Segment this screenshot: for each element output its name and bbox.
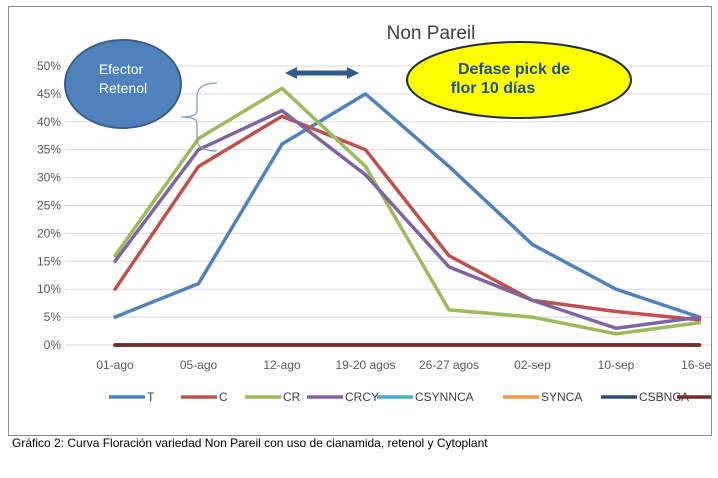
defase-label-line1: Defase pick de	[458, 61, 570, 78]
data-point	[113, 287, 117, 291]
data-point	[447, 343, 451, 347]
x-tick-label: 01-ago	[96, 358, 134, 372]
data-point	[280, 109, 284, 113]
legend-label: T	[147, 390, 155, 404]
x-tick-label: 12-ago	[263, 358, 301, 372]
y-tick-label: 40%	[37, 115, 61, 129]
y-tick-label: 30%	[37, 171, 61, 185]
data-point	[447, 265, 451, 269]
x-tick-label: 10-sep	[598, 358, 635, 372]
legend-label: CRCY	[345, 390, 379, 404]
data-point	[197, 343, 200, 347]
data-point	[531, 315, 534, 319]
data-point	[113, 254, 117, 258]
efector-label-line1: Efector	[99, 61, 144, 77]
data-point	[531, 343, 534, 347]
series-line-c	[113, 114, 702, 322]
legend-label: CSYNNCA	[415, 390, 474, 404]
legend-label: CR	[283, 390, 301, 404]
data-point	[197, 137, 200, 141]
efector-label-line2: Retenol	[99, 80, 147, 96]
data-point	[698, 321, 701, 325]
x-tick-label: 19-20 agos	[335, 358, 395, 372]
shift-arrow	[285, 67, 359, 79]
y-axis-ticks: 0% 5% 10% 15% 20% 25% 30% 35% 40% 45% 50%	[37, 59, 61, 352]
x-tick-label: 05-ago	[180, 358, 218, 372]
data-point	[364, 148, 367, 152]
y-tick-label: 20%	[37, 226, 61, 240]
efector-retenol-ellipse	[64, 39, 182, 129]
chart-frame: 0% 5% 10% 15% 20% 25% 30% 35% 40% 45% 50% 01-ago 05…	[8, 6, 712, 436]
chart-title: Non Pareil	[387, 23, 476, 44]
y-tick-label: 45%	[37, 87, 61, 101]
data-point	[698, 343, 701, 347]
data-point	[197, 164, 200, 168]
data-point	[364, 343, 367, 347]
data-point	[614, 343, 618, 347]
legend-label: C	[219, 390, 228, 404]
y-tick-label: 10%	[37, 282, 61, 296]
data-point	[698, 315, 701, 319]
y-tick-label: 25%	[37, 199, 61, 213]
data-point	[197, 148, 200, 152]
y-tick-label: 50%	[37, 59, 61, 73]
data-point	[280, 114, 284, 118]
figure-caption: Gráfico 2: Curva Floración variedad Non …	[12, 436, 488, 450]
data-point	[197, 282, 200, 286]
series-line-cr	[113, 86, 702, 336]
data-point	[447, 308, 451, 312]
y-tick-label: 35%	[37, 143, 61, 157]
data-point	[280, 343, 284, 347]
series-line-crcy	[113, 108, 702, 331]
data-point	[113, 315, 117, 319]
brace-connector	[180, 82, 218, 152]
y-tick-label: 0%	[44, 338, 62, 352]
defase-ellipse	[406, 41, 632, 119]
data-point	[113, 259, 117, 263]
y-tick-label: 5%	[44, 310, 62, 324]
series-line-t	[113, 92, 702, 319]
y-tick-label: 15%	[37, 254, 61, 268]
data-point	[447, 164, 451, 168]
defase-label-line2: flor 10 días	[451, 80, 536, 97]
x-tick-label: 26-27 agos	[419, 358, 479, 372]
data-point	[364, 173, 367, 177]
data-point	[280, 86, 284, 90]
data-point	[531, 243, 534, 247]
data-point	[447, 254, 451, 258]
x-tick-label: 02-sep	[514, 358, 551, 372]
data-point	[531, 298, 534, 302]
x-axis-ticks: 01-ago 05-ago 12-ago 19-20 agos 26-27 agos 02…	[96, 358, 711, 372]
line-chart: 0% 5% 10% 15% 20% 25% 30% 35% 40% 45% 50% 01-ago 05…	[37, 23, 711, 404]
legend-label: CSBNCA	[639, 390, 689, 404]
data-point	[364, 164, 367, 168]
data-point	[698, 318, 701, 322]
data-point	[614, 287, 618, 291]
series-lines	[113, 86, 702, 347]
data-point	[614, 326, 618, 330]
data-point	[614, 332, 618, 336]
data-point	[280, 142, 284, 146]
legend: T C CR CRCY CSYNNCA SYNCA CSBNCA	[109, 390, 711, 404]
x-tick-label: 16-sep	[681, 358, 711, 372]
legend-label: SYNCA	[541, 390, 582, 404]
data-point	[614, 310, 618, 314]
data-point	[113, 343, 117, 347]
data-point	[364, 92, 367, 96]
